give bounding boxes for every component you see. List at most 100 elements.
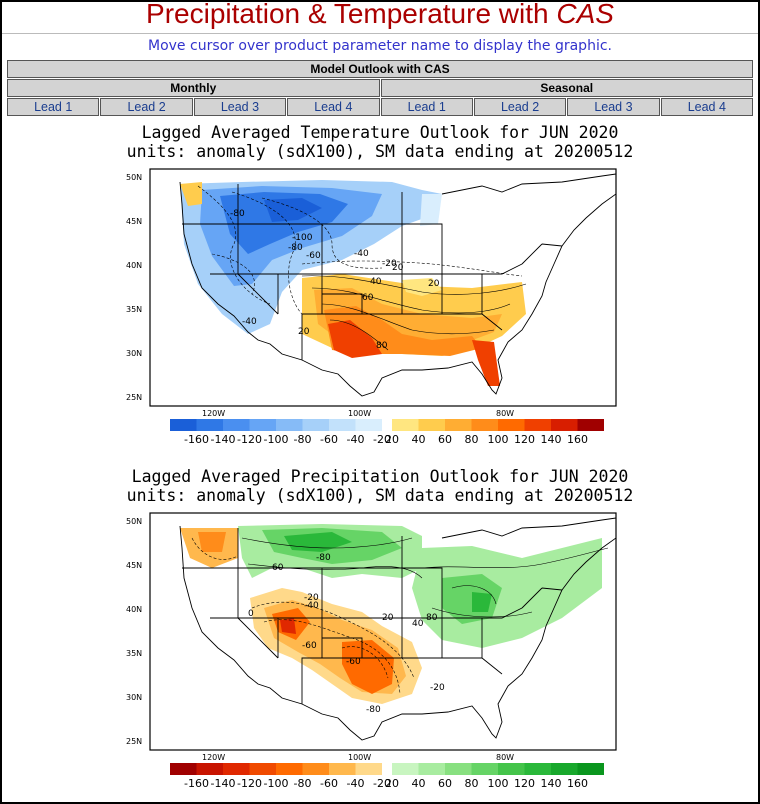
title-divider <box>2 33 758 34</box>
instructions-text: Move cursor over product parameter name … <box>148 38 612 54</box>
legend-label: 80 <box>465 777 479 790</box>
legend-label: -60 <box>320 777 338 790</box>
contour-label: 60 <box>272 563 284 573</box>
legend-swatch <box>223 419 250 431</box>
seasonal-lead-2-link[interactable]: Lead 2 <box>473 98 567 116</box>
contour-label: 20 <box>298 327 310 337</box>
legend-swatch <box>577 419 604 431</box>
lat-label: 30N <box>126 349 142 358</box>
contour-label: -80 <box>230 209 245 219</box>
nav-table-title: Model Outlook with CAS <box>7 60 753 78</box>
legend-swatch <box>196 419 223 431</box>
legend-label: -40 <box>347 777 365 790</box>
lat-label: 35N <box>126 649 142 658</box>
contour-label: 40 <box>370 277 382 287</box>
contour-label: -40 <box>304 601 319 611</box>
lat-label: 45N <box>126 217 142 226</box>
lat-label: 50N <box>126 517 142 526</box>
contour-label: -60 <box>346 657 361 667</box>
contour-label: -40 <box>354 249 369 259</box>
legend-swatch <box>249 419 276 431</box>
legend-swatch <box>551 419 578 431</box>
latitude-labels: 50N 45N 40N 35N 30N 25N <box>126 173 142 402</box>
lon-label: 120W <box>202 753 225 762</box>
contour-label: -20 <box>304 593 319 603</box>
legend-label: -80 <box>294 433 312 446</box>
legend-label: 40 <box>412 433 426 446</box>
legend-swatch <box>249 763 276 775</box>
lon-label: 80W <box>496 409 514 418</box>
legend-swatch <box>223 763 250 775</box>
group-seasonal: Seasonal <box>380 79 753 97</box>
legend-label: -120 <box>237 777 262 790</box>
page-title: Precipitation & Temperature with CAS <box>146 0 614 29</box>
legend-label: -80 <box>294 777 312 790</box>
seasonal-lead-4-link[interactable]: Lead 4 <box>660 98 753 116</box>
legend-label: -20 <box>373 433 391 446</box>
precipitation-legend: -160 -140 -120 -100 -80 -60 -40 -2020 40 60 80 100 1… <box>170 763 604 790</box>
legend-label: 20 <box>385 433 399 446</box>
contour-label: 0 <box>248 609 254 619</box>
lat-label: 45N <box>126 561 142 570</box>
legend-swatch <box>196 763 223 775</box>
legend-label: 100 <box>488 433 509 446</box>
contour-label: -20 <box>382 259 397 269</box>
contour-label: -60 <box>306 251 321 261</box>
legend-swatch <box>471 763 498 775</box>
temperature-contours <box>197 185 523 315</box>
legend-label: 40 <box>412 777 426 790</box>
legend-swatch <box>355 763 382 775</box>
group-monthly: Monthly <box>7 79 380 97</box>
legend-label: -100 <box>264 777 289 790</box>
legend-swatch <box>551 763 578 775</box>
lat-label: 40N <box>126 605 142 614</box>
lat-label: 40N <box>126 261 142 270</box>
seasonal-lead-1-link[interactable]: Lead 1 <box>380 98 473 116</box>
legend-label: 120 <box>514 433 535 446</box>
lat-label: 50N <box>126 173 142 182</box>
monthly-lead-2-link[interactable]: Lead 2 <box>100 98 193 116</box>
legend-swatch <box>498 763 525 775</box>
temperature-legend: -160 -140 -120 -100 -80 -60 -40 -2020 40 60 80 100 1… <box>170 419 604 446</box>
precipitation-map-subtitle: units: anomaly (sdX100), SM data ending … <box>126 486 634 505</box>
contour-label: 80 <box>426 613 438 623</box>
lat-label: 25N <box>126 393 142 402</box>
contour-label: -100 <box>292 233 313 243</box>
legend-swatch <box>329 419 356 431</box>
precipitation-contours <box>241 537 609 618</box>
temperature-map-title: Lagged Averaged Temperature Outlook for … <box>141 123 619 142</box>
legend-swatch <box>302 419 329 431</box>
contour-label: 40 <box>412 619 424 629</box>
legend-label: 160 <box>567 433 588 446</box>
legend-swatch <box>392 419 419 431</box>
precipitation-anomaly-map: -80 60 -20 -40 0 -60 -60 20 40 80 -20 -8… <box>126 512 617 790</box>
precipitation-dry-contours <box>191 537 415 695</box>
legend-swatch <box>329 763 356 775</box>
legend-swatch <box>392 763 419 775</box>
legend-swatch <box>445 763 472 775</box>
contour-label: -20 <box>430 683 445 693</box>
contour-label: 20 <box>392 263 404 273</box>
legend-label: -100 <box>264 433 289 446</box>
longitude-labels: 120W 100W 80W <box>202 753 514 762</box>
latitude-labels: 50N 45N 40N 35N 30N 25N <box>126 517 142 746</box>
legend-swatch <box>524 763 551 775</box>
legend-swatch <box>418 763 445 775</box>
temperature-contour-labels: -80 -100 -80 -60 -40 -20 -40 20 40 60 20… <box>230 209 440 351</box>
monthly-lead-1-link[interactable]: Lead 1 <box>7 98 100 116</box>
contour-label: -80 <box>316 553 331 563</box>
legend-swatch <box>276 419 303 431</box>
legend-label: 20 <box>385 777 399 790</box>
legend-swatch <box>276 763 303 775</box>
lon-label: 80W <box>496 753 514 762</box>
legend-label: -60 <box>320 433 338 446</box>
product-nav-table: Model Outlook with CAS Monthly Seasonal … <box>6 59 754 117</box>
monthly-lead-4-link[interactable]: Lead 4 <box>287 98 380 116</box>
monthly-lead-3-link[interactable]: Lead 3 <box>193 98 287 116</box>
seasonal-lead-3-link[interactable]: Lead 3 <box>567 98 660 116</box>
legend-label: 60 <box>438 777 452 790</box>
legend-swatch <box>498 419 525 431</box>
legend-swatch <box>170 763 197 775</box>
legend-label: 140 <box>541 777 562 790</box>
temperature-anomaly-map: -80 -100 -80 -60 -40 -20 -40 20 40 60 20… <box>126 168 617 446</box>
